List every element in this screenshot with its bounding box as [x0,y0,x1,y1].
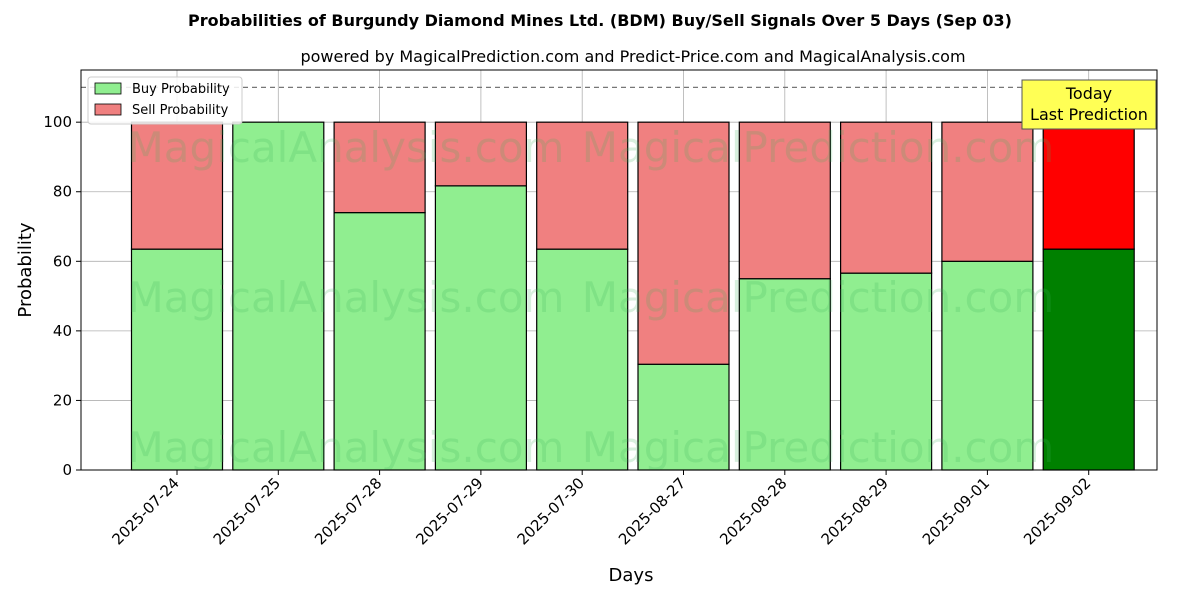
today-annotation: Today Last Prediction [1021,79,1157,130]
x-axis-label: Days [609,565,654,586]
y-axis-label: Probability [15,222,36,317]
bar-sell-2025-07-30 [536,121,629,250]
today-annotation-box [1021,79,1157,130]
bar-buy-2025-08-27 [637,363,730,471]
x-tick-label: 2025-09-01 [919,474,993,548]
x-tick-label: 2025-07-29 [412,474,486,548]
y-tick-label: 0 [62,461,72,479]
chart-title: Probabilities of Burgundy Diamond Mines … [188,11,1012,30]
bar-buy-2025-09-02 [1042,248,1135,471]
bar-buy-2025-07-29 [434,185,527,471]
bars [130,121,1135,471]
watermark-prediction: MagicalPrediction.com [582,273,1055,322]
bar-buy-2025-09-01 [941,260,1034,471]
watermark-prediction: MagicalPrediction.com [582,123,1055,172]
x-axis-ticks: 2025-07-24 2025-07-25 2025-07-28 2025-07-29… [108,470,1095,548]
bar-sell-2025-08-29 [839,121,933,274]
watermarks: MagicalAnalysis.com MagicalPrediction.com… [128,123,1055,472]
chart-subtitle: powered by MagicalPrediction.com and Pre… [300,47,965,66]
bar-sell-2025-09-02 [1042,121,1135,250]
bar-buy-2025-08-28 [738,278,831,471]
watermark-analysis: MagicalAnalysis.com [128,123,565,172]
x-tick-label: 2025-09-02 [1020,474,1094,548]
bar-sell-2025-08-27 [637,121,730,365]
y-axis-ticks: 0 20 40 60 80 100 [43,113,81,479]
legend-box [87,76,243,125]
today-annotation-line2: Last Prediction [1030,105,1148,124]
x-tick-label: 2025-08-27 [615,474,689,548]
bar-sell-2025-07-24 [130,121,224,250]
y-tick-label: 80 [53,183,72,201]
x-tick-label: 2025-08-29 [818,474,892,548]
bar-buy-2025-07-28 [333,212,426,471]
y-tick-label: 60 [53,252,72,270]
x-tick-label: 2025-07-25 [210,474,284,548]
legend: Buy Probability Sell Probability [87,76,243,125]
legend-label-sell: Sell Probability [132,103,229,118]
plot-frame [80,69,1158,471]
legend-swatch-buy [94,82,122,95]
bar-sell-2025-07-29 [434,121,527,187]
y-tick-label: 100 [43,113,72,131]
x-tick-label: 2025-08-28 [716,474,790,548]
legend-label-buy: Buy Probability [132,82,230,97]
x-tick-label: 2025-07-28 [311,474,385,548]
bar-buy-2025-07-24 [130,248,224,471]
x-tick-label: 2025-07-24 [108,474,182,548]
watermark-prediction: MagicalPrediction.com [582,423,1055,472]
watermark-analysis: MagicalAnalysis.com [128,423,565,472]
today-annotation-line1: Today [1065,84,1112,103]
bar-sell-2025-08-28 [738,121,831,280]
y-tick-label: 20 [53,391,72,409]
y-tick-label: 40 [53,322,72,340]
bar-buy-2025-08-29 [839,272,933,471]
watermark-analysis: MagicalAnalysis.com [128,273,565,322]
bar-sell-2025-09-01 [941,121,1034,262]
legend-swatch-sell [94,103,122,116]
x-tick-label: 2025-07-30 [514,474,588,548]
bar-sell-2025-07-28 [333,121,426,214]
